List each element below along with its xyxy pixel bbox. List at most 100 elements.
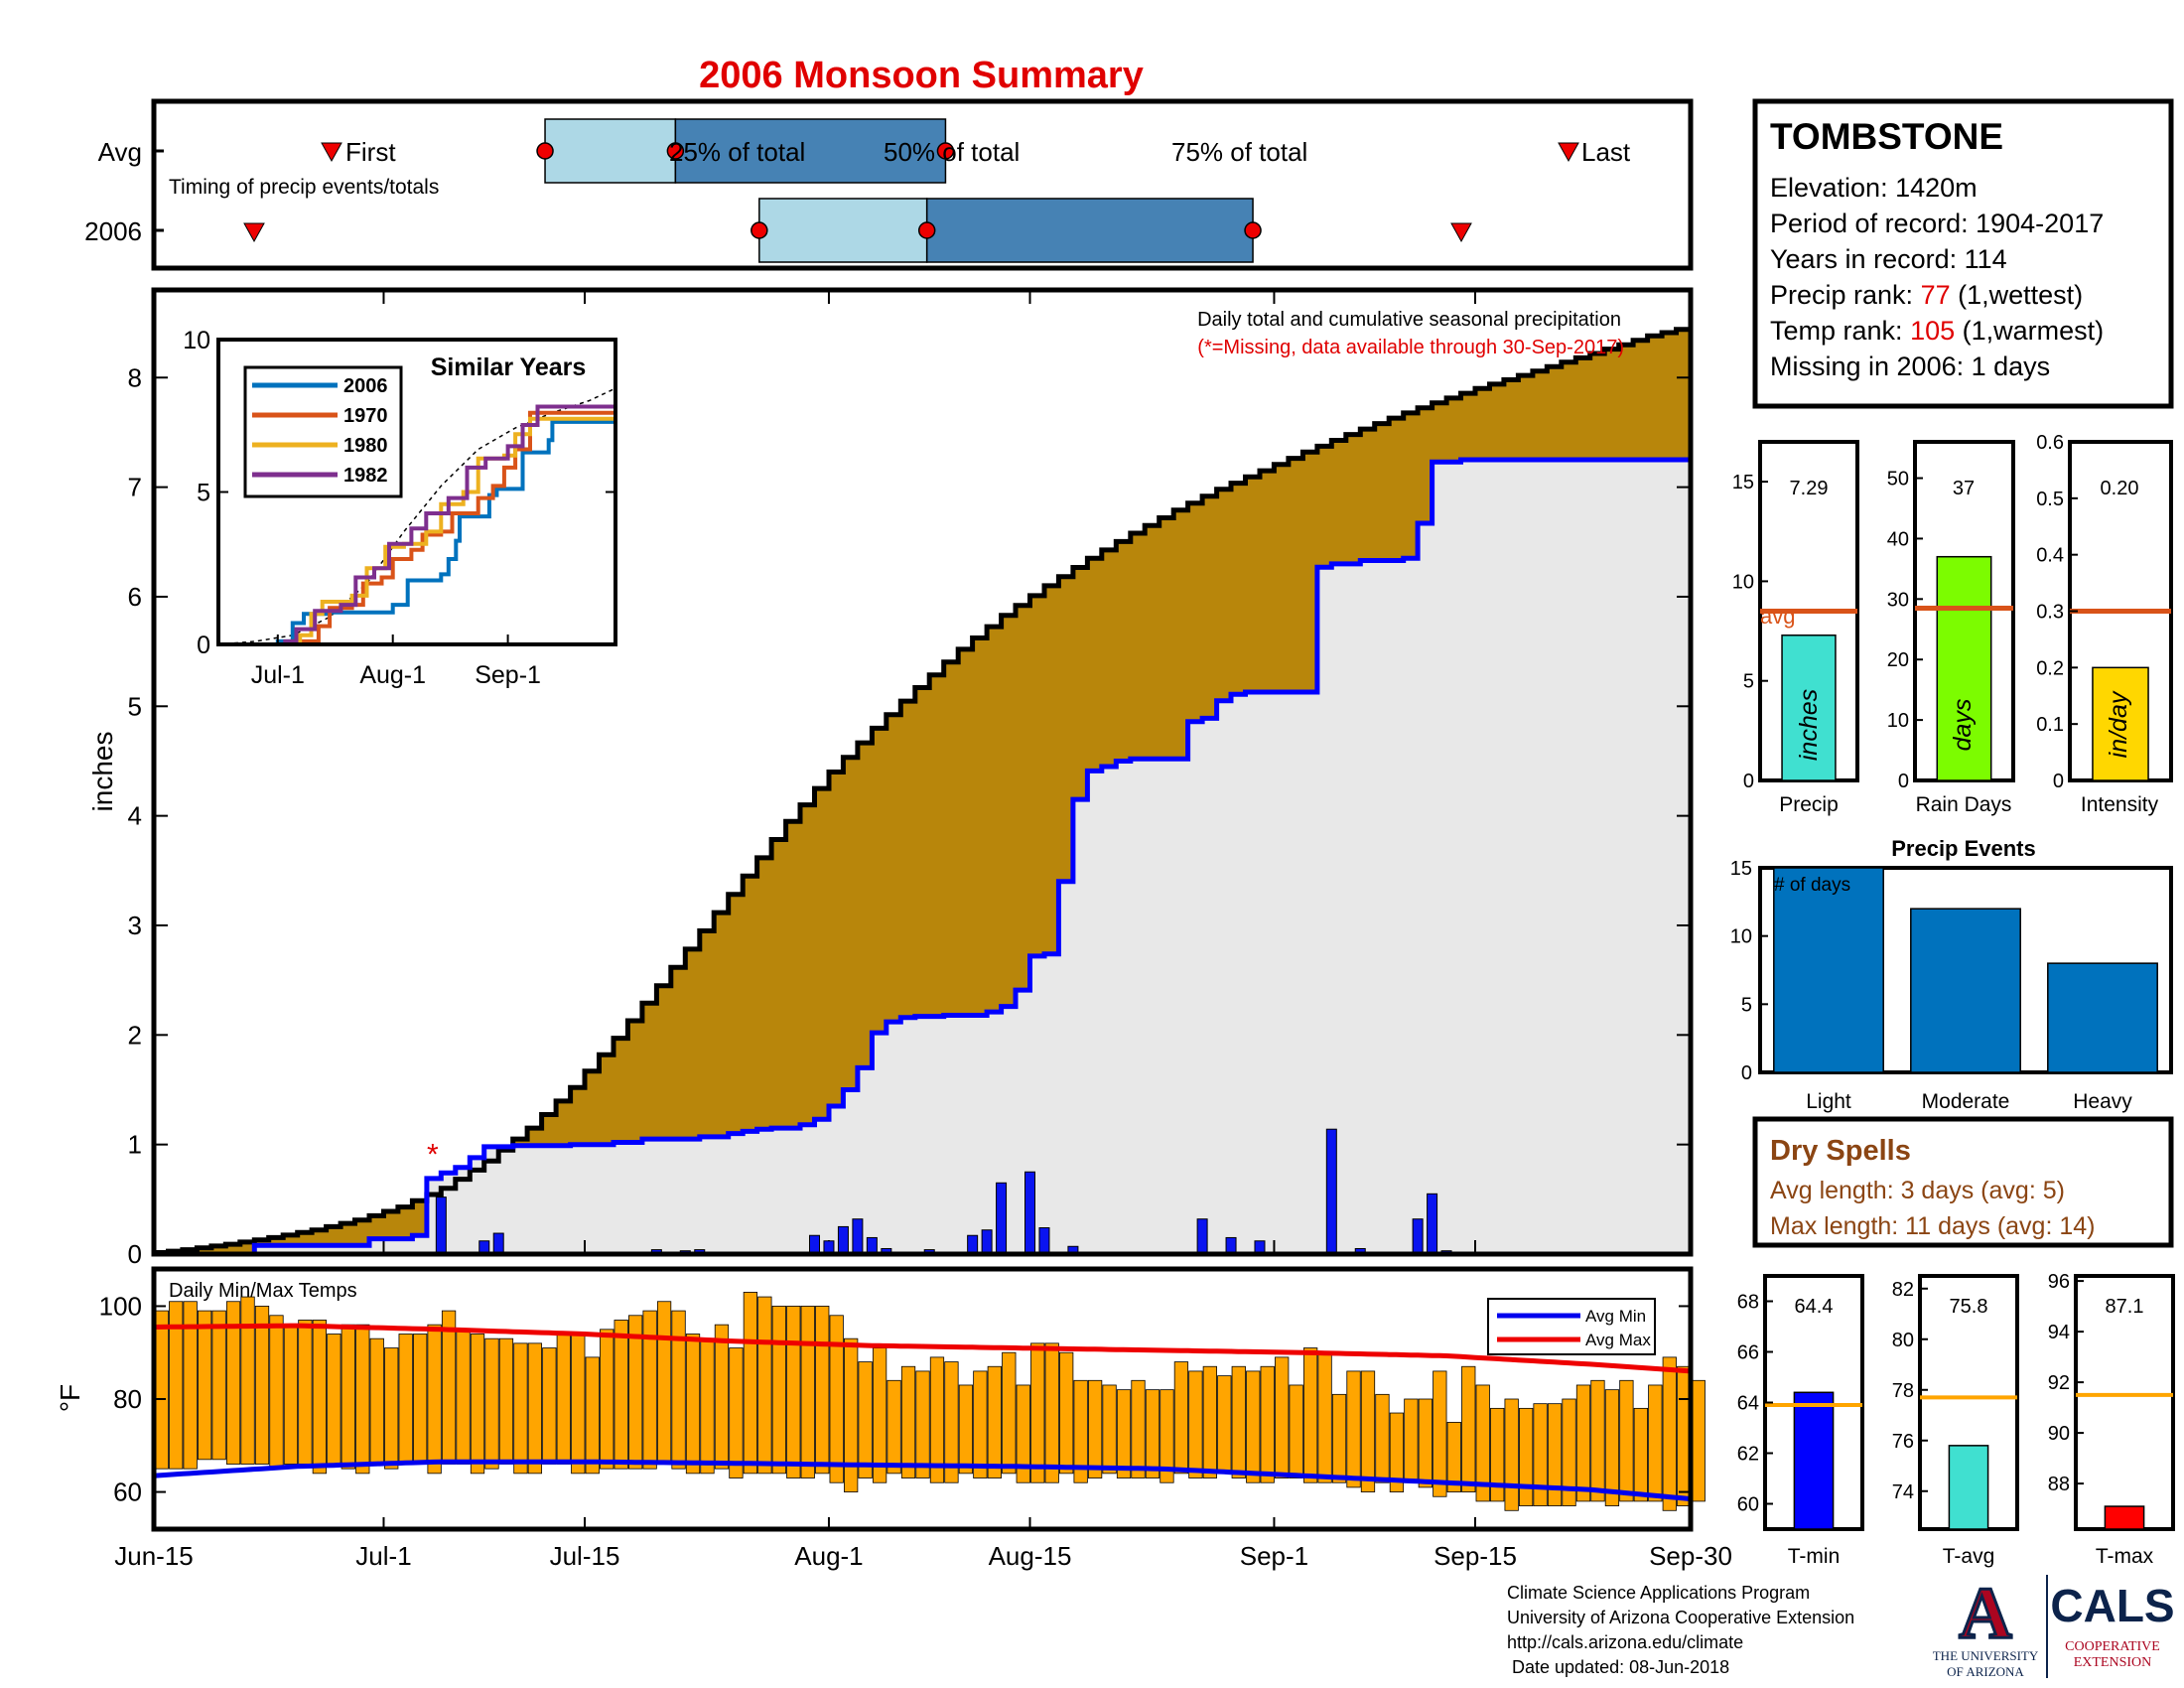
daily-temp-bar	[1289, 1384, 1303, 1478]
daily-temp-bar	[1145, 1389, 1160, 1478]
stat-ytick-label: 0.1	[2036, 714, 2064, 736]
timing-q25-marker-2006	[751, 221, 768, 239]
date-axis-label: Sep-30	[1649, 1541, 1732, 1571]
daily-temp-bar	[858, 1361, 873, 1478]
daily-precip-bar	[837, 1225, 849, 1255]
tmin-label: T-min	[1788, 1545, 1841, 1568]
temp-ytick-label: 80	[113, 1384, 142, 1414]
daily-precip-bar	[1024, 1171, 1036, 1255]
events-category-label: Light	[1806, 1090, 1851, 1113]
timing-label-q50: 50% of total	[884, 137, 1020, 167]
daily-temp-bar	[786, 1306, 801, 1478]
daily-temp-bar	[1331, 1393, 1347, 1483]
inset-frame	[216, 338, 617, 646]
daily-temp-bar	[915, 1370, 930, 1478]
temp-rank-suffix: (1,warmest)	[1955, 316, 2104, 346]
footer-line-1: Climate Science Applications Program	[1507, 1583, 1810, 1603]
daily-temp-bar	[1633, 1407, 1648, 1502]
timing-last-marker-avg	[1558, 142, 1579, 163]
daily-temp-bar	[1475, 1384, 1490, 1502]
inset-legend-entries: 2006 1970 1980 1982	[252, 375, 388, 487]
daily-temp-bar	[1547, 1403, 1563, 1507]
timing-q75-marker-avg	[936, 142, 955, 160]
daily-temp-bar	[1389, 1412, 1405, 1492]
daily-temp-bar	[169, 1301, 184, 1470]
daily-temp-bar	[1662, 1356, 1677, 1511]
date-axis-label: Aug-1	[794, 1541, 863, 1571]
timing-label-last: Last	[1581, 137, 1631, 167]
daily-temp-bar	[1446, 1421, 1461, 1492]
daily-temp-bar	[384, 1347, 399, 1470]
stat-ytick-label: 0	[1898, 771, 1909, 792]
dry-spells: Dry Spells Avg length: 3 days (avg: 5) M…	[1752, 1116, 2174, 1248]
precip-unit-label: inches	[1795, 689, 1823, 761]
raindays-unit-label: days	[1949, 699, 1977, 752]
timing-q50-marker-avg	[666, 142, 685, 160]
daily-temp-bar	[656, 1301, 672, 1465]
daily-precip-bar	[1038, 1227, 1050, 1255]
stat-ytick-label: 0.4	[2036, 545, 2064, 567]
daily-temp-bar	[1360, 1370, 1376, 1492]
daily-temp-bar	[585, 1356, 600, 1475]
ua-logo-line-2: OF ARIZONA	[1947, 1664, 2024, 1679]
daily-precip-bar	[981, 1229, 993, 1255]
daily-temp-bar	[1030, 1342, 1045, 1483]
cals-line-2: EXTENSION	[2074, 1655, 2152, 1670]
daily-temp-bar	[973, 1370, 988, 1478]
temp-ytick-label: 100	[99, 1291, 142, 1321]
missing-day-marker: *	[427, 1139, 439, 1172]
stat-bar-1	[1936, 555, 1992, 781]
temp-rank-prefix: Temp rank:	[1770, 316, 1910, 346]
tstat-ytick-label: 94	[2048, 1322, 2070, 1343]
daily-temp-bar	[800, 1306, 815, 1478]
daily-temp-bar	[225, 1301, 241, 1465]
precip-ytick-label: 7	[128, 473, 142, 502]
timing-row-2006: 2006	[84, 216, 142, 246]
stat-ytick-label: 20	[1887, 649, 1909, 671]
daily-temp-bar	[1116, 1389, 1132, 1478]
stat-ytick-label: 0	[1743, 771, 1754, 792]
university-of-arizona-logo: A THE UNIVERSITY OF ARIZONA	[1933, 1572, 2039, 1680]
precip-rank-value: 77	[1921, 280, 1951, 310]
daily-temp-bar	[283, 1324, 299, 1465]
tstat-ytick-label: 88	[2048, 1474, 2070, 1495]
figure-title: 2006 Monsoon Summary	[699, 55, 1144, 96]
timing-label-first: First	[345, 137, 396, 167]
daily-temp-bar	[771, 1306, 786, 1475]
daily-temp-bar	[1188, 1370, 1203, 1478]
inset-legend-label-1970: 1970	[343, 405, 388, 427]
daily-precip-bar	[852, 1218, 864, 1255]
dry-spells-frame	[1752, 1116, 2174, 1248]
timing-q75-marker-2006	[1244, 221, 1262, 239]
stat-ytick-label: 0.5	[2036, 489, 2064, 510]
daily-temp-bar	[1231, 1365, 1246, 1478]
date-axis-label: Sep-15	[1433, 1541, 1517, 1571]
daily-temp-bar	[1102, 1384, 1117, 1475]
stat-ytick-label: 40	[1887, 528, 1909, 550]
daily-temp-bar	[211, 1310, 226, 1461]
daily-temp-bar	[369, 1337, 384, 1465]
stat-ytick-label: 0.6	[2036, 432, 2064, 454]
daily-temp-bar	[1217, 1375, 1232, 1475]
timing-panel: Avg 2006 Timing of precip events/totals …	[84, 98, 1694, 271]
dry-spells-avg: Avg length: 3 days (avg: 5)	[1770, 1177, 2065, 1204]
stat-bar-0	[1781, 634, 1837, 781]
stat-ytick-label: 30	[1887, 589, 1909, 611]
inset-series-1970	[218, 410, 615, 646]
temp-legend	[1487, 1298, 1656, 1355]
daily-temp-bar	[1518, 1407, 1534, 1507]
daily-temp-bar	[1691, 1379, 1706, 1502]
tstat-ytick-label: 78	[1892, 1380, 1914, 1402]
legend-avg-max-label: Avg Max	[1585, 1331, 1651, 1349]
precip-stat-value: 7.29	[1790, 478, 1829, 499]
daily-temp-bar	[757, 1296, 772, 1475]
daily-precip-bar	[1427, 1193, 1438, 1255]
daily-temp-bar	[413, 1334, 428, 1465]
daily-temp-bar	[1404, 1398, 1419, 1483]
intensity-stat-value: 0.20	[2101, 478, 2139, 499]
precip-ytick-label: 2	[128, 1020, 142, 1050]
daily-temp-bar	[887, 1379, 901, 1475]
stat-ytick-label: 15	[1732, 472, 1754, 493]
precip-ytick-label: 3	[128, 911, 142, 940]
daily-temp-bar	[427, 1324, 442, 1475]
